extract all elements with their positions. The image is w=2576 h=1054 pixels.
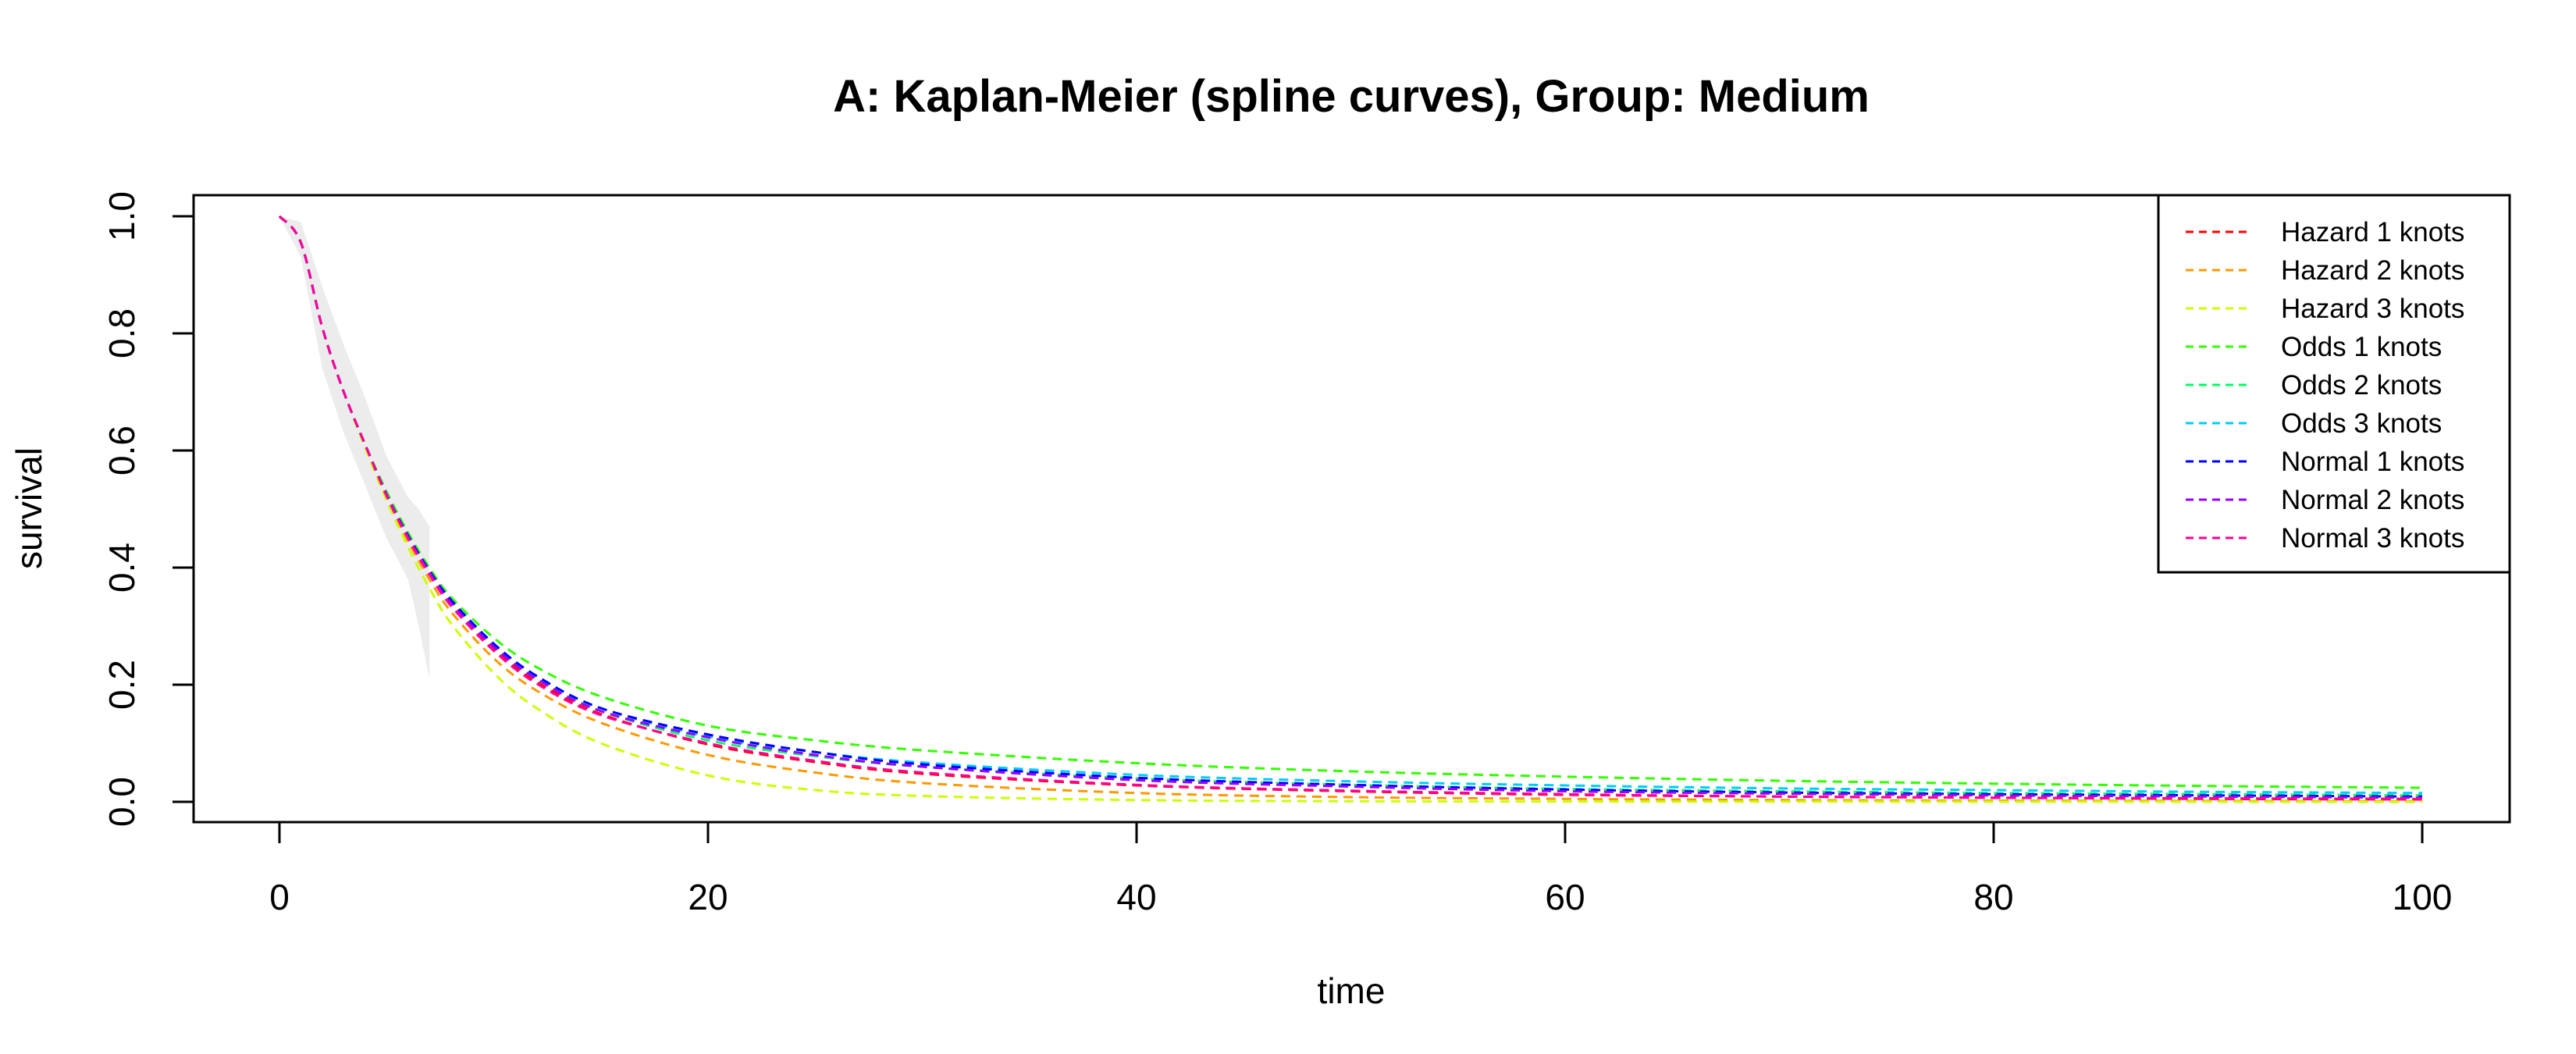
series-line-odds-1-knots [278, 215, 2423, 789]
series-line-hazard-2-knots [278, 215, 2423, 803]
legend-label: Odds 3 knots [2281, 408, 2442, 439]
y-axis-label: survival [9, 447, 49, 569]
series-line-odds-3-knots [278, 215, 2423, 795]
legend-label: Normal 2 knots [2281, 485, 2464, 515]
y-tick-label: 0.8 [101, 308, 142, 358]
legend-label: Odds 1 knots [2281, 332, 2442, 362]
x-tick-label: 40 [1116, 877, 1156, 917]
x-tick-label: 60 [1545, 877, 1585, 917]
y-tick-label: 0.2 [101, 660, 142, 710]
y-tick-label: 0.0 [101, 777, 142, 827]
y-tick-label: 0.6 [101, 426, 142, 475]
y-axis: 0.0 0.2 0.4 0.6 0.8 1.0 [101, 191, 195, 827]
x-tick-label: 20 [688, 877, 728, 917]
legend: Hazard 1 knots Hazard 2 knots Hazard 3 kno… [2157, 194, 2511, 574]
x-tick-label: 80 [1973, 877, 2013, 917]
series-line-hazard-3-knots [278, 215, 2423, 803]
series-line-normal-2-knots [278, 215, 2423, 799]
legend-label: Hazard 3 knots [2281, 294, 2464, 324]
series-lines [278, 215, 2423, 803]
legend-label: Hazard 1 knots [2281, 217, 2464, 247]
y-tick-label: 0.4 [101, 543, 142, 593]
y-tick-label: 1.0 [101, 191, 142, 241]
x-tick-label: 100 [2393, 877, 2453, 917]
legend-label: Normal 1 knots [2281, 447, 2464, 477]
chart-title: A: Kaplan-Meier (spline curves), Group: … [833, 71, 1870, 122]
legend-label: Hazard 2 knots [2281, 255, 2464, 286]
km-band-area [279, 216, 430, 679]
x-tick-label: 0 [269, 877, 290, 917]
legend-label: Normal 3 knots [2281, 523, 2464, 554]
km-confidence-band [279, 216, 430, 679]
series-line-normal-1-knots [278, 215, 2423, 798]
legend-label: Odds 2 knots [2281, 370, 2442, 401]
x-axis: 0 20 40 60 80 100 [269, 821, 2453, 917]
x-axis-label: time [1318, 970, 1386, 1011]
